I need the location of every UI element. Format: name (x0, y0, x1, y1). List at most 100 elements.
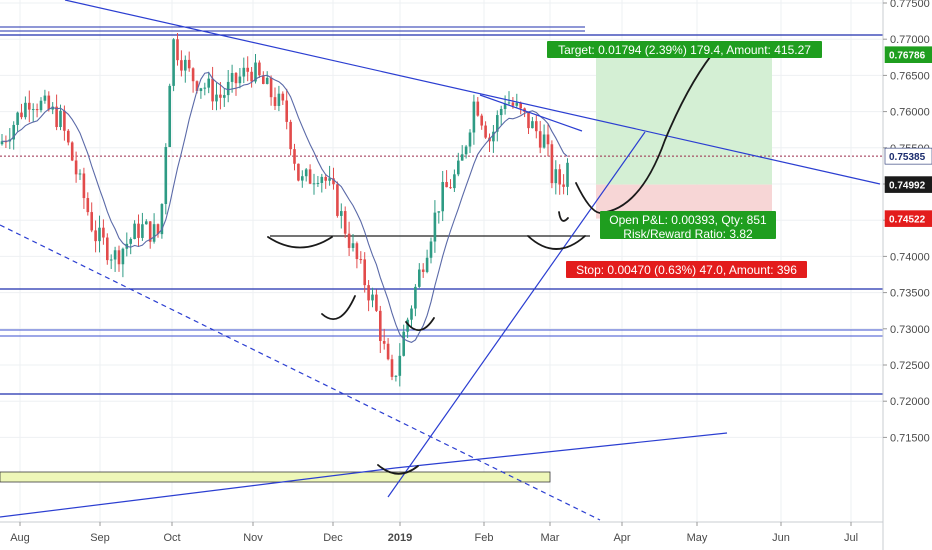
price-tick-label: 0.72000 (890, 396, 930, 408)
candle (359, 251, 363, 264)
candle (47, 91, 51, 112)
target-label[interactable]: Target: 0.01794 (2.39%) 179.4, Amount: 4… (547, 41, 822, 58)
time-tick-label: Sep (90, 532, 110, 544)
candle (31, 103, 35, 123)
right-dip-arc[interactable] (405, 317, 435, 331)
candle-body (70, 142, 74, 161)
candle (441, 170, 444, 222)
candle-body (464, 146, 468, 155)
candle-body (433, 212, 437, 242)
position-labels: Target: 0.01794 (2.39%) 179.4, Amount: 4… (547, 41, 822, 278)
candle-body (20, 112, 23, 118)
candle-body (94, 230, 97, 242)
lower-trend-line-a[interactable] (0, 467, 396, 518)
candle-body (148, 221, 152, 242)
candle (562, 174, 565, 195)
dashed-channel-line[interactable] (0, 224, 601, 521)
left-shoulder-arc[interactable] (267, 236, 333, 249)
candle (164, 143, 168, 215)
candle-body (421, 269, 425, 272)
candle-body (59, 110, 62, 128)
price-badge-label: 0.74522 (889, 215, 926, 226)
candle-body (402, 331, 405, 356)
candle (262, 71, 265, 85)
right-shoulder-arc[interactable] (527, 235, 586, 250)
target-label-text: Target: 0.01794 (2.39%) 179.4, Amount: 4… (558, 43, 811, 57)
candle (117, 245, 121, 272)
trend-drawings[interactable] (0, 0, 881, 521)
candle-body (425, 257, 429, 272)
candle (312, 173, 316, 195)
candle-body (172, 39, 175, 86)
candle (437, 211, 441, 224)
candle-body (51, 106, 54, 110)
price-badge: 0.74522 (884, 210, 932, 227)
candle (371, 287, 374, 308)
candle (402, 324, 405, 357)
candle (203, 82, 207, 96)
candle-body (476, 101, 480, 116)
candle-body (359, 259, 363, 261)
time-axis[interactable]: Aug Sep Oct Nov Dec 2019 Feb Mar Apr May Jun Jul (0, 521, 883, 544)
head-arc[interactable] (377, 464, 419, 475)
candle-body (351, 243, 355, 248)
price-badge: 0.75385 (884, 147, 932, 165)
candle-body (121, 248, 125, 265)
candle-body (484, 125, 487, 138)
candle-body (117, 250, 121, 265)
open-pnl-label-text: Open P&L: 0.00393, Qty: 851 (609, 213, 767, 227)
candle-body (320, 176, 324, 183)
stop-label[interactable]: Stop: 0.00470 (0.63%) 47.0, Amount: 396 (566, 261, 807, 278)
candle (418, 263, 421, 289)
candle (242, 57, 246, 84)
candle (460, 145, 464, 161)
candle (546, 124, 550, 157)
candle-body (281, 93, 285, 101)
candle (246, 56, 249, 82)
candle (340, 203, 343, 229)
price-tick-label: 0.72500 (890, 360, 930, 372)
candle-body (137, 223, 140, 238)
candle-body (28, 102, 31, 110)
price-axis[interactable]: 0.775000.770000.765000.760000.755000.750… (882, 0, 932, 550)
price-tick-label: 0.71500 (890, 432, 930, 444)
candle-body (472, 101, 476, 133)
candle-body (199, 88, 203, 92)
price-badge-bg (884, 46, 932, 63)
left-dip-arc[interactable] (321, 295, 356, 320)
candle (67, 129, 70, 146)
candle-body (67, 130, 70, 143)
lower-trend-line-b[interactable] (394, 432, 728, 469)
candle-body (429, 241, 433, 258)
candle-body (410, 308, 413, 320)
candle (78, 169, 82, 181)
candle (148, 221, 152, 249)
candle-body (542, 134, 546, 148)
candle-body (215, 94, 218, 102)
candle-body (12, 124, 15, 140)
candle-body (343, 211, 347, 234)
candle-body (187, 59, 191, 69)
short-downtrend-line[interactable] (479, 94, 583, 132)
candle (28, 90, 31, 123)
price-badge-label: 0.75385 (889, 152, 926, 163)
projected-path[interactable] (575, 46, 719, 214)
candle-body (191, 68, 195, 82)
candle (281, 91, 285, 105)
candle (74, 151, 78, 183)
candle-body (332, 178, 335, 185)
candle-body (355, 243, 359, 260)
candle-body (371, 294, 374, 301)
candle-body (160, 204, 164, 235)
candle (269, 75, 273, 106)
candle-body (566, 162, 569, 187)
main-downtrend-line[interactable] (64, 0, 881, 185)
candle (301, 170, 304, 188)
candle (433, 200, 437, 253)
candle-body (273, 97, 277, 106)
small-arc[interactable] (558, 211, 569, 222)
candle-body (398, 355, 402, 376)
candle-body (145, 221, 148, 225)
